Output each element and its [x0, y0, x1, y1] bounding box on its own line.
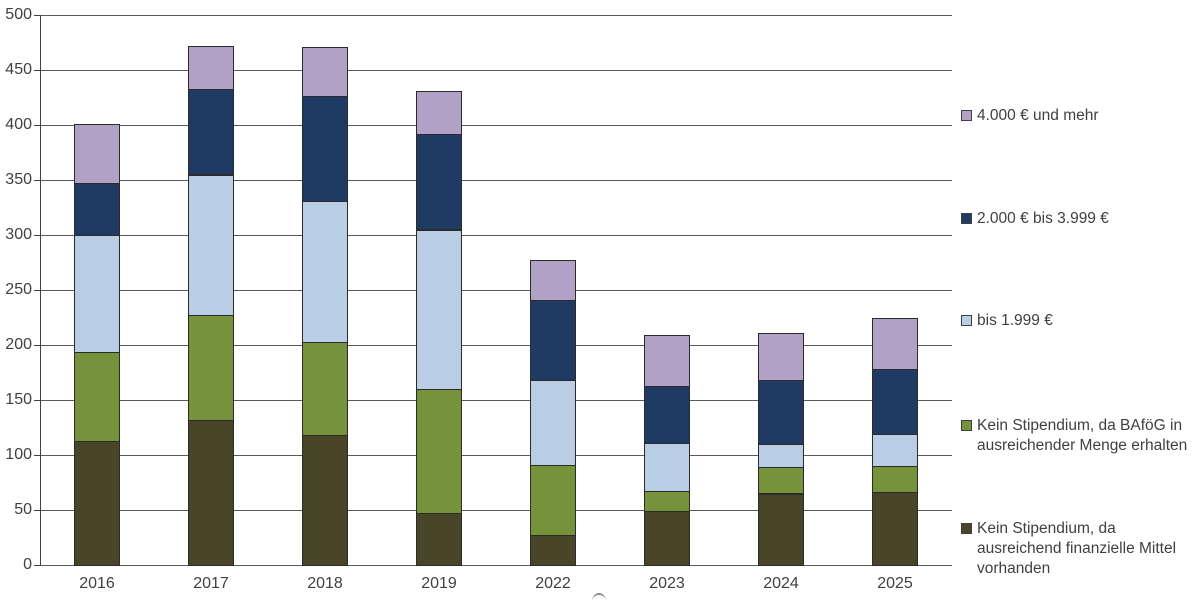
cut-off-text-artifact: [592, 593, 606, 601]
bar-segment: [74, 235, 120, 353]
gridline: [40, 15, 952, 16]
gridline: [40, 565, 952, 566]
legend-item-label: Kein Stipendium, da BAföG in ausreichend…: [977, 417, 1188, 454]
legend-item: bis 1.999 €: [961, 311, 1053, 331]
gridline: [40, 455, 952, 456]
y-axis-tick-label: 0: [23, 556, 32, 573]
y-axis-tick: [34, 235, 40, 236]
legend-swatch: [961, 110, 972, 121]
bar-segment: [74, 351, 120, 442]
y-axis-tick: [34, 345, 40, 346]
y-axis-tick-label: 400: [5, 116, 32, 133]
x-axis-label: 2017: [193, 575, 229, 592]
legend-item-label: 4.000 € und mehr: [977, 107, 1099, 124]
bar-segment: [530, 260, 576, 301]
x-axis-label: 2024: [763, 575, 799, 592]
y-axis-tick: [34, 125, 40, 126]
bar-segment: [416, 90, 462, 135]
bar-segment: [188, 419, 234, 566]
y-axis-tick: [34, 15, 40, 16]
bar-segment: [644, 385, 690, 444]
bar-segment: [188, 88, 234, 176]
bar-segment: [758, 332, 804, 382]
x-axis-label: 2022: [535, 575, 571, 592]
legend-swatch: [961, 213, 972, 224]
y-axis-tick: [34, 455, 40, 456]
x-axis-label: 2019: [421, 575, 457, 592]
legend-swatch: [961, 523, 972, 534]
gridline: [40, 180, 952, 181]
legend-item-label: 2.000 € bis 3.999 €: [977, 210, 1109, 227]
bar-segment: [74, 123, 120, 185]
bar-segment: [644, 511, 690, 566]
bar-segment: [872, 369, 918, 436]
y-axis-tick-label: 450: [5, 61, 32, 78]
bar-segment: [758, 493, 804, 566]
legend-item: 2.000 € bis 3.999 €: [961, 209, 1109, 229]
y-axis-tick-label: 200: [5, 336, 32, 353]
bar-segment: [302, 341, 348, 437]
legend-item-label: bis 1.999 €: [977, 312, 1053, 329]
gridline: [40, 125, 952, 126]
bar-segment: [302, 46, 348, 98]
bar-segment: [74, 183, 120, 236]
bar-segment: [302, 200, 348, 343]
y-axis-tick: [34, 70, 40, 71]
bar-segment: [530, 299, 576, 382]
bar-segment: [758, 467, 804, 495]
gridline: [40, 400, 952, 401]
bar-segment: [644, 335, 690, 387]
bar-segment: [416, 229, 462, 390]
bar-segment: [758, 444, 804, 469]
bar-segment: [188, 45, 234, 90]
bar-segment: [74, 440, 120, 566]
legend-swatch: [961, 315, 972, 326]
bar-segment: [302, 96, 348, 202]
y-axis-tick: [34, 510, 40, 511]
gridline: [40, 235, 952, 236]
bar-segment: [644, 442, 690, 493]
gridline: [40, 345, 952, 346]
y-axis-tick-label: 50: [14, 501, 32, 518]
y-axis-tick-label: 100: [5, 446, 32, 463]
y-axis-tick: [34, 400, 40, 401]
y-axis-tick-label: 300: [5, 226, 32, 243]
y-axis-line: [40, 15, 41, 566]
gridline: [40, 510, 952, 511]
bar-segment: [758, 380, 804, 445]
bar-segment: [416, 133, 462, 231]
bar-segment: [302, 435, 348, 566]
bar-segment: [872, 317, 918, 371]
gridline: [40, 290, 952, 291]
bar-segment: [872, 492, 918, 566]
legend-item: Kein Stipendium, da ausreichend finanzie…: [961, 519, 1200, 578]
bar-segment: [530, 380, 576, 466]
x-axis-label: 2016: [79, 575, 115, 592]
legend-item: 4.000 € und mehr: [961, 106, 1099, 126]
y-axis-tick-label: 150: [5, 391, 32, 408]
bar-segment: [416, 389, 462, 515]
y-axis-tick-label: 350: [5, 171, 32, 188]
legend-item: Kein Stipendium, da BAföG in ausreichend…: [961, 416, 1200, 456]
bar-segment: [530, 535, 576, 566]
y-axis-tick-label: 500: [5, 6, 32, 23]
x-axis-label: 2023: [649, 575, 685, 592]
y-axis-tick: [34, 565, 40, 566]
bar-segment: [872, 466, 918, 494]
x-axis-label: 2025: [877, 575, 913, 592]
bar-segment: [188, 315, 234, 421]
bar-segment: [530, 464, 576, 537]
y-axis-tick: [34, 290, 40, 291]
y-axis-tick: [34, 180, 40, 181]
bar-segment: [872, 434, 918, 467]
bar-segment: [644, 491, 690, 513]
gridline: [40, 70, 952, 71]
legend-item-label: Kein Stipendium, da ausreichend finanzie…: [977, 520, 1177, 577]
bar-segment: [188, 174, 234, 317]
y-axis-tick-label: 250: [5, 281, 32, 298]
bar-segment: [416, 513, 462, 566]
x-axis-label: 2018: [307, 575, 343, 592]
legend-swatch: [961, 420, 972, 431]
